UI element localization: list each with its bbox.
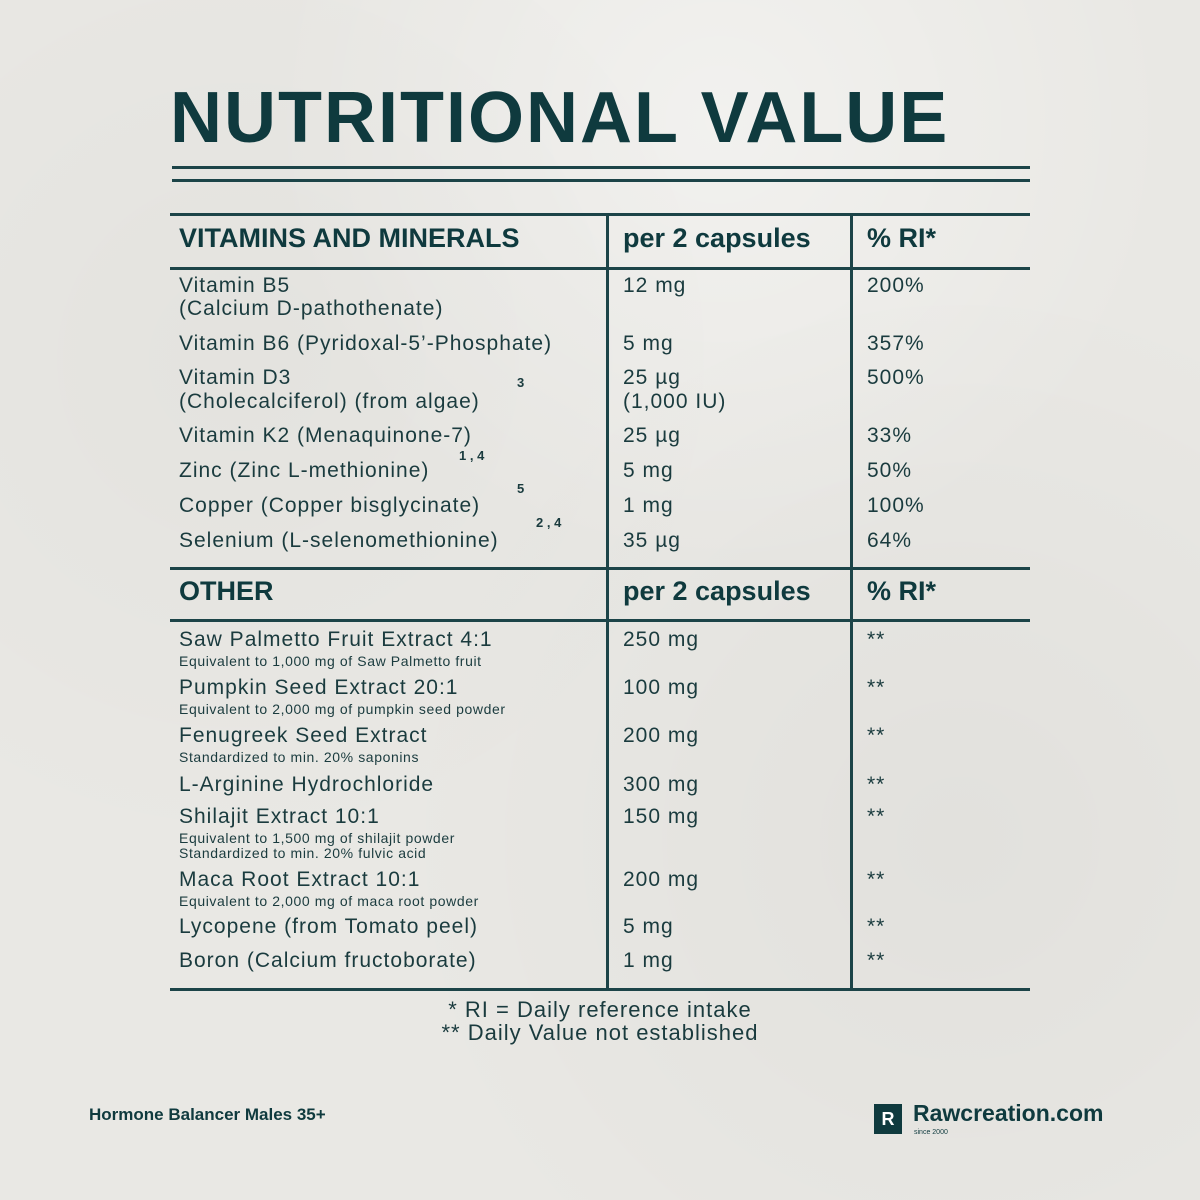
header-divider-vitamins bbox=[170, 267, 1030, 270]
nutrient-amount: 25 µg bbox=[623, 424, 681, 447]
nutrient-amount-line2: (1,000 IU) bbox=[623, 390, 727, 413]
nutrient-name: Selenium (L-selenomethionine) bbox=[179, 529, 499, 552]
title-rule-top bbox=[172, 166, 1030, 169]
section-header-other: OTHER bbox=[179, 576, 274, 606]
header-divider-other bbox=[170, 619, 1030, 622]
ingredient-ri: ** bbox=[867, 915, 886, 938]
column-header-ri: % RI* bbox=[867, 576, 937, 606]
ingredient-name: Maca Root Extract 10:1 bbox=[179, 868, 421, 891]
table-border-bottom bbox=[170, 988, 1030, 991]
ingredient-note-line2: Standardized to min. 20% fulvic acid bbox=[179, 845, 427, 861]
nutrient-name-line2: (Cholecalciferol) (from algae) bbox=[179, 390, 480, 413]
nutrient-ri: 100% bbox=[867, 494, 925, 517]
ingredient-note: Equivalent to 2,000 mg of pumpkin seed p… bbox=[179, 701, 506, 717]
nutrient-name: Vitamin K2 (Menaquinone-7) bbox=[179, 424, 472, 447]
ingredient-name: L-Arginine Hydrochloride bbox=[179, 773, 435, 796]
brand-name: Rawcreation.com bbox=[913, 1100, 1104, 1126]
table-border-top bbox=[170, 213, 1030, 216]
ingredient-amount: 300 mg bbox=[623, 773, 700, 796]
ingredient-name: Saw Palmetto Fruit Extract 4:1 bbox=[179, 628, 493, 651]
ingredient-amount: 100 mg bbox=[623, 676, 700, 699]
nutrient-amount: 1 mg bbox=[623, 494, 674, 517]
ingredient-amount: 1 mg bbox=[623, 949, 674, 972]
nutrient-ri: 357% bbox=[867, 332, 925, 355]
ingredient-amount: 150 mg bbox=[623, 805, 700, 828]
ingredient-name: Pumpkin Seed Extract 20:1 bbox=[179, 676, 459, 699]
ingredient-ri: ** bbox=[867, 676, 886, 699]
brand-since: since 2000 bbox=[914, 1129, 948, 1136]
ingredient-note: Equivalent to 2,000 mg of maca root powd… bbox=[179, 893, 479, 909]
section-header-vitamins: VITAMINS AND MINERALS bbox=[179, 223, 520, 253]
nutrient-amount: 5 mg bbox=[623, 332, 674, 355]
ingredient-note: Standardized to min. 20% saponins bbox=[179, 749, 420, 765]
ingredient-name: Lycopene (from Tomato peel) bbox=[179, 915, 478, 938]
brand-logo-icon: R bbox=[874, 1104, 902, 1134]
nutrient-ri: 500% bbox=[867, 366, 925, 389]
ingredient-ri: ** bbox=[867, 949, 886, 972]
ingredient-name: Shilajit Extract 10:1 bbox=[179, 805, 380, 828]
nutrient-name: Vitamin D3 bbox=[179, 366, 292, 389]
nutrient-name: Copper (Copper bisglycinate) bbox=[179, 494, 481, 517]
ingredient-amount: 200 mg bbox=[623, 868, 700, 891]
ingredient-amount: 5 mg bbox=[623, 915, 674, 938]
footnote-marker: 3 bbox=[517, 375, 525, 390]
ingredient-ri: ** bbox=[867, 868, 886, 891]
page-title: NUTRITIONAL VALUE bbox=[170, 78, 950, 158]
ingredient-ri: ** bbox=[867, 805, 886, 828]
footnote-marker: 2 , 4 bbox=[536, 515, 562, 530]
ingredient-note: Equivalent to 1,500 mg of shilajit powde… bbox=[179, 830, 455, 846]
nutrient-name: Zinc (Zinc L-methionine) bbox=[179, 459, 430, 482]
column-header-ri: % RI* bbox=[867, 223, 937, 253]
title-rule-bottom bbox=[172, 179, 1030, 182]
nutrient-name: Vitamin B6 (Pyridoxal-5’-Phosphate) bbox=[179, 332, 553, 355]
footnote-dv: ** Daily Value not established bbox=[441, 1020, 759, 1045]
ingredient-name: Fenugreek Seed Extract bbox=[179, 724, 428, 747]
nutrient-ri: 200% bbox=[867, 274, 925, 297]
footnote-marker: 5 bbox=[517, 481, 525, 496]
column-header-amount: per 2 capsules bbox=[623, 223, 811, 253]
nutrient-name: Vitamin B5 bbox=[179, 274, 291, 297]
column-header-amount: per 2 capsules bbox=[623, 576, 811, 606]
section-divider bbox=[170, 567, 1030, 570]
nutrient-ri: 64% bbox=[867, 529, 913, 552]
ingredient-note: Equivalent to 1,000 mg of Saw Palmetto f… bbox=[179, 653, 482, 669]
ingredient-amount: 250 mg bbox=[623, 628, 700, 651]
column-divider-1 bbox=[606, 213, 609, 991]
nutrient-amount: 25 µg bbox=[623, 366, 681, 389]
nutrient-ri: 50% bbox=[867, 459, 913, 482]
ingredient-ri: ** bbox=[867, 724, 886, 747]
ingredient-ri: ** bbox=[867, 628, 886, 651]
footnote-marker: 1 , 4 bbox=[459, 448, 485, 463]
product-name: Hormone Balancer Males 35+ bbox=[89, 1105, 326, 1124]
nutrient-amount: 5 mg bbox=[623, 459, 674, 482]
column-divider-2 bbox=[850, 213, 853, 991]
footnote-ri: * RI = Daily reference intake bbox=[448, 997, 752, 1022]
nutrient-amount: 12 mg bbox=[623, 274, 687, 297]
nutrient-ri: 33% bbox=[867, 424, 913, 447]
nutrient-name-line2: (Calcium D-pathothenate) bbox=[179, 297, 444, 320]
ingredient-ri: ** bbox=[867, 773, 886, 796]
ingredient-amount: 200 mg bbox=[623, 724, 700, 747]
nutrient-amount: 35 µg bbox=[623, 529, 681, 552]
ingredient-name: Boron (Calcium fructoborate) bbox=[179, 949, 477, 972]
